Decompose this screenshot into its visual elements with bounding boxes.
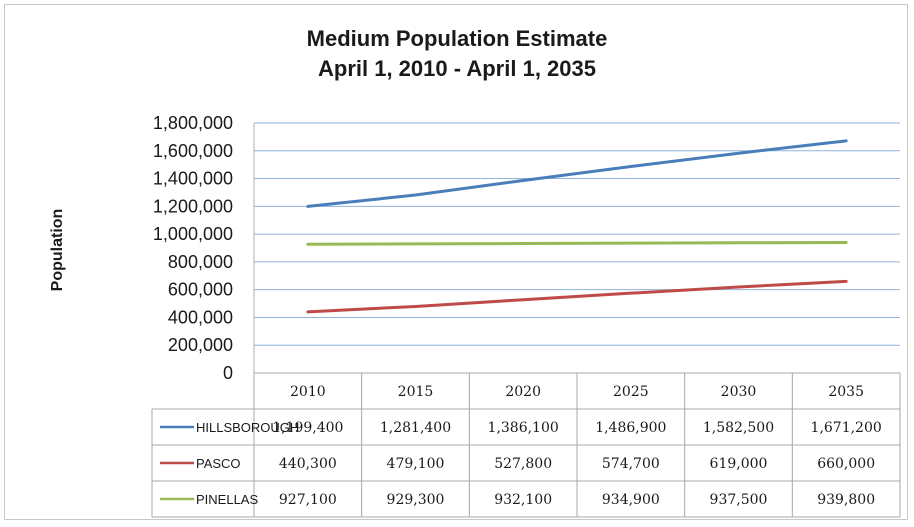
data-label: 1,281,400 <box>380 420 451 436</box>
y-tick-label: 1,000,000 <box>153 224 233 244</box>
data-label: 479,100 <box>387 456 445 472</box>
data-label: 619,000 <box>710 456 768 472</box>
data-label: 927,100 <box>279 492 337 508</box>
series-line-hillsborough <box>306 139 848 208</box>
x-tick-label: 2010 <box>290 384 326 400</box>
chart-title-line-2: April 1, 2010 - April 1, 2035 <box>318 56 596 81</box>
y-tick-label: 1,800,000 <box>153 113 233 133</box>
series-line-pinellas <box>306 240 848 246</box>
x-tick-label: 2020 <box>505 384 541 400</box>
data-label: 1,671,200 <box>811 420 882 436</box>
data-label: 1,199,400 <box>272 420 343 436</box>
series-line-pasco <box>306 279 848 314</box>
data-label: 1,386,100 <box>488 420 559 436</box>
y-tick-label: 200,000 <box>168 335 233 355</box>
chart-title-line-1: Medium Population Estimate <box>306 26 608 51</box>
y-tick-label: 800,000 <box>168 252 233 272</box>
y-tick-labels: 0 200,000 400,000 600,000 800,000 1,000,000 1,… <box>153 113 233 383</box>
y-tick-label: 1,400,000 <box>153 169 233 189</box>
data-label: 1,582,500 <box>703 420 774 436</box>
data-label: 574,700 <box>602 456 660 472</box>
x-tick-label: 2035 <box>828 384 864 400</box>
y-tick-label: 1,200,000 <box>153 196 233 216</box>
data-label: 660,000 <box>817 456 875 472</box>
data-table: 2010 2015 2020 2025 2030 2035 HILLSBOROUGH1,19… <box>151 372 901 518</box>
y-tick-label: 1,600,000 <box>153 141 233 161</box>
legend-label-hillsborough: HILLSBOROUGH <box>196 420 299 435</box>
x-tick-label: 2030 <box>721 384 757 400</box>
y-tick-label: 400,000 <box>168 307 233 327</box>
data-label: 1,486,900 <box>595 420 666 436</box>
data-label: 939,800 <box>817 492 875 508</box>
legend-label-pasco: PASCO <box>196 456 241 471</box>
data-label: 440,300 <box>279 456 337 472</box>
chart-title: Medium Population Estimate April 1, 2010… <box>0 24 914 84</box>
y-tick-label: 600,000 <box>168 280 233 300</box>
data-label: 929,300 <box>387 492 445 508</box>
data-label: 937,500 <box>710 492 768 508</box>
x-tick-label: 2015 <box>398 384 434 400</box>
x-tick-label: 2025 <box>613 384 649 400</box>
gridlines <box>253 122 900 373</box>
y-tick-label: 0 <box>223 363 233 383</box>
data-label: 932,100 <box>494 492 552 508</box>
series-lines <box>306 139 848 314</box>
data-label: 527,800 <box>494 456 552 472</box>
legend-label-pinellas: PINELLAS <box>196 492 258 507</box>
data-label: 934,900 <box>602 492 660 508</box>
